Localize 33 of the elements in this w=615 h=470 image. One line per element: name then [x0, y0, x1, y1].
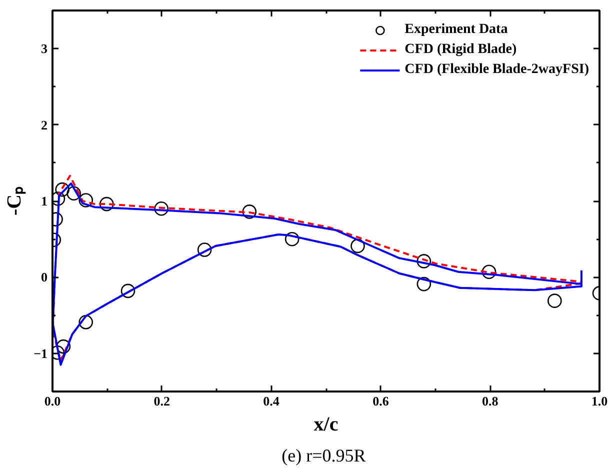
y-tick-label: 3: [41, 41, 48, 56]
x-axis-title: x/c: [314, 414, 338, 436]
y-tick-label: 2: [41, 117, 48, 132]
x-tick-label: 1.0: [591, 394, 608, 408]
point: [547, 294, 562, 308]
point: [154, 201, 169, 216]
point: [78, 193, 94, 208]
point: [78, 315, 94, 330]
point: [284, 232, 300, 246]
point: [350, 238, 365, 254]
y-tick-label: 0: [41, 270, 48, 285]
point: [416, 276, 432, 292]
point: [416, 254, 432, 268]
y-axis-title: -Cₚ: [4, 186, 27, 216]
point: [55, 182, 70, 197]
point: [100, 196, 114, 212]
legend-label: CFD (Flexible Blade-2wayFSI): [404, 61, 589, 79]
point: [242, 204, 257, 219]
point: [482, 264, 496, 280]
x-tick-label: 0.2: [154, 394, 170, 408]
x-tick-label: 0.6: [372, 394, 390, 408]
y-tick-label: −1: [34, 346, 48, 361]
point: [66, 186, 81, 201]
x-tick-label: 0.4: [263, 394, 280, 408]
x-tick-label: 0.0: [44, 394, 61, 408]
text: (e) r=0.95R: [282, 446, 366, 466]
y-tick-label: 1: [41, 194, 48, 208]
point: [197, 242, 212, 257]
point: [120, 284, 136, 298]
x-tick-label: 0.8: [482, 394, 499, 408]
legend-label: CFD (Rigid Blade): [404, 41, 517, 59]
legend-label: Experiment Data: [404, 21, 508, 39]
point: [56, 339, 71, 354]
